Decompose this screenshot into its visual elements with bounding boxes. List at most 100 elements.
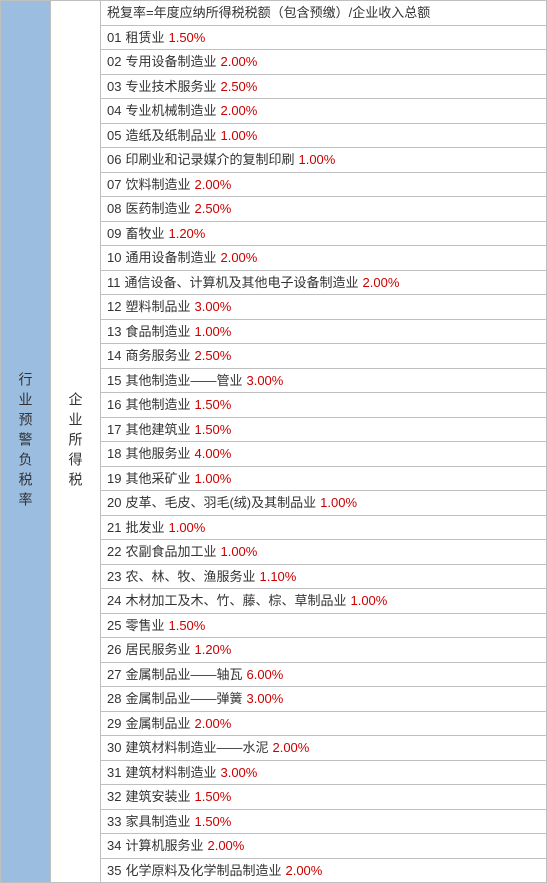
row-label: 其他制造业 [125, 395, 190, 415]
row-label: 家具制造业 [125, 812, 190, 832]
row-percentage: 2.00% [272, 738, 309, 758]
table-row: 07饮料制造业2.00% [100, 172, 547, 197]
row-number: 30 [107, 738, 121, 758]
row-number: 35 [107, 861, 121, 881]
table-row: 19其他采矿业1.00% [100, 466, 547, 491]
row-label: 金属制品业 [125, 714, 190, 734]
row-percentage: 1.50% [194, 787, 231, 807]
row-number: 02 [107, 52, 121, 72]
row-number: 21 [107, 518, 121, 538]
row-number: 15 [107, 371, 121, 391]
row-percentage: 3.00% [220, 763, 257, 783]
table-row: 27金属制品业——轴瓦6.00% [100, 662, 547, 687]
row-number: 12 [107, 297, 121, 317]
row-label: 商务服务业 [125, 346, 190, 366]
row-percentage: 1.00% [320, 493, 357, 513]
table-row: 25零售业1.50% [100, 613, 547, 638]
table-row: 11通信设备、计算机及其他电子设备制造业2.00% [100, 270, 547, 295]
row-number: 06 [107, 150, 121, 170]
row-number: 27 [107, 665, 121, 685]
table-row: 35化学原料及化学制品制造业2.00% [100, 858, 547, 883]
row-number: 11 [107, 273, 121, 293]
table-row: 12塑料制品业3.00% [100, 294, 547, 319]
row-number: 19 [107, 469, 121, 489]
row-percentage: 1.50% [168, 28, 205, 48]
row-label: 金属制品业——轴瓦 [125, 665, 242, 685]
table-row: 32建筑安装业1.50% [100, 784, 547, 809]
table-row: 10通用设备制造业2.00% [100, 245, 547, 270]
row-percentage: 2.50% [194, 199, 231, 219]
row-label: 塑料制品业 [125, 297, 190, 317]
row-percentage: 4.00% [194, 444, 231, 464]
table-row: 01租赁业1.50% [100, 25, 547, 50]
row-label: 专业技术服务业 [125, 77, 216, 97]
row-percentage: 2.50% [220, 77, 257, 97]
row-label: 其他采矿业 [125, 469, 190, 489]
row-percentage: 1.00% [194, 469, 231, 489]
row-number: 31 [107, 763, 121, 783]
table-row: 22农副食品加工业1.00% [100, 539, 547, 564]
row-percentage: 1.50% [194, 395, 231, 415]
row-number: 18 [107, 444, 121, 464]
row-label: 建筑安装业 [125, 787, 190, 807]
row-percentage: 1.50% [168, 616, 205, 636]
row-percentage: 1.00% [168, 518, 205, 538]
row-number: 25 [107, 616, 121, 636]
table-row: 08医药制造业2.50% [100, 196, 547, 221]
row-number: 23 [107, 567, 121, 587]
row-label: 专用设备制造业 [125, 52, 216, 72]
row-percentage: 1.50% [194, 420, 231, 440]
table-row: 02专用设备制造业2.00% [100, 49, 547, 74]
row-label: 批发业 [125, 518, 164, 538]
row-label: 其他服务业 [125, 444, 190, 464]
row-number: 29 [107, 714, 121, 734]
row-number: 14 [107, 346, 121, 366]
table-row: 16其他制造业1.50% [100, 392, 547, 417]
row-number: 33 [107, 812, 121, 832]
row-number: 04 [107, 101, 121, 121]
row-number: 24 [107, 591, 121, 611]
table-row: 31建筑材料制造业3.00% [100, 760, 547, 785]
table-row: 28金属制品业——弹簧3.00% [100, 686, 547, 711]
table-row: 29金属制品业2.00% [100, 711, 547, 736]
row-label: 计算机服务业 [125, 836, 203, 856]
row-percentage: 1.00% [220, 542, 257, 562]
table-row: 04专业机械制造业2.00% [100, 98, 547, 123]
tax-table: 行业预警负税率 企业所得税 税复率=年度应纳所得税税额（包含预缴）/企业收入总额… [0, 0, 547, 883]
row-label: 零售业 [125, 616, 164, 636]
row-number: 26 [107, 640, 121, 660]
table-row: 14商务服务业2.50% [100, 343, 547, 368]
row-number: 28 [107, 689, 121, 709]
row-percentage: 1.20% [168, 224, 205, 244]
row-number: 20 [107, 493, 121, 513]
row-percentage: 1.00% [350, 591, 387, 611]
table-row: 06印刷业和记录媒介的复制印刷1.00% [100, 147, 547, 172]
row-label: 专业机械制造业 [125, 101, 216, 121]
table-row: 17其他建筑业1.50% [100, 417, 547, 442]
table-row: 21批发业1.00% [100, 515, 547, 540]
row-label: 农副食品加工业 [125, 542, 216, 562]
row-percentage: 2.00% [220, 101, 257, 121]
table-row: 13食品制造业1.00% [100, 319, 547, 344]
row-label: 其他建筑业 [125, 420, 190, 440]
row-percentage: 3.00% [246, 371, 283, 391]
row-label: 农、林、牧、渔服务业 [125, 567, 255, 587]
row-number: 03 [107, 77, 121, 97]
row-number: 13 [107, 322, 121, 342]
row-percentage: 2.00% [220, 248, 257, 268]
row-number: 32 [107, 787, 121, 807]
row-number: 22 [107, 542, 121, 562]
row-label: 其他制造业——管业 [125, 371, 242, 391]
formula-header: 税复率=年度应纳所得税税额（包含预缴）/企业收入总额 [100, 0, 547, 25]
row-number: 09 [107, 224, 121, 244]
table-row: 34计算机服务业2.00% [100, 833, 547, 858]
row-percentage: 1.50% [194, 812, 231, 832]
table-row: 26居民服务业1.20% [100, 637, 547, 662]
row-label: 建筑材料制造业——水泥 [125, 738, 268, 758]
row-label: 建筑材料制造业 [125, 763, 216, 783]
table-row: 24木材加工及木、竹、藤、棕、草制品业1.00% [100, 588, 547, 613]
table-row: 03专业技术服务业2.50% [100, 74, 547, 99]
row-number: 34 [107, 836, 121, 856]
rows-column: 税复率=年度应纳所得税税额（包含预缴）/企业收入总额 01租赁业1.50%02专… [100, 0, 547, 883]
row-percentage: 2.50% [194, 346, 231, 366]
